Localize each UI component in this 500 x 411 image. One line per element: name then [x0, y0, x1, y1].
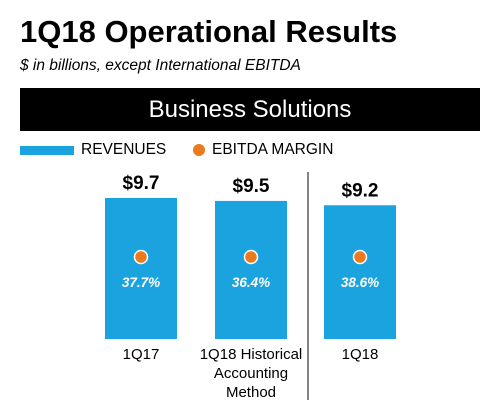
revenue-bar: [324, 205, 396, 339]
ebitda-margin-label: 38.6%: [341, 275, 379, 290]
revenue-value-label: $9.7: [123, 173, 160, 194]
ebitda-margin-dot: [352, 249, 368, 265]
category-label: 1Q17: [123, 346, 160, 363]
legend-ebitda-margin-label: EBITDA MARGIN: [212, 141, 334, 158]
revenue-value-label: $9.5: [233, 176, 270, 197]
ebitda-margin-label: 37.7%: [122, 275, 160, 290]
legend-item-revenues: REVENUES: [20, 138, 166, 162]
legend-revenues-swatch: [20, 145, 74, 155]
revenue-bar: [215, 200, 287, 339]
ebitda-margin-dot: [133, 249, 149, 265]
legend-revenues-label: REVENUES: [81, 141, 167, 158]
chart-legend: REVENUES EBITDA MARGIN: [20, 138, 440, 162]
category-label: 1Q18: [342, 346, 379, 363]
legend-item-ebitda-margin: EBITDA MARGIN: [193, 138, 333, 162]
legend-ebitda-margin-dot: [193, 144, 205, 156]
section-banner: Business Solutions: [20, 88, 480, 131]
page-title: 1Q18 Operational Results: [20, 14, 398, 49]
category-label: 1Q18 Historical Accounting Method: [200, 346, 303, 401]
ebitda-margin-dot: [243, 249, 259, 265]
revenue-bar: [105, 198, 177, 339]
page-subtitle: $ in billions, except International EBIT…: [20, 57, 301, 74]
revenue-value-label: $9.2: [342, 180, 379, 201]
section-banner-label: Business Solutions: [148, 95, 352, 123]
ebitda-margin-label: 36.4%: [232, 275, 270, 290]
